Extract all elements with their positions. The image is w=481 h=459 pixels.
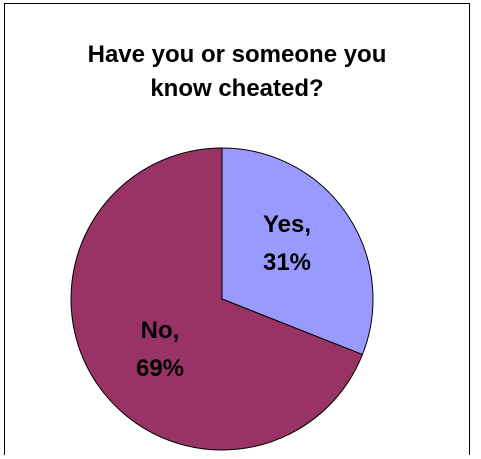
pie-slice-yes [221, 147, 374, 356]
slice-label-no: No, [141, 317, 180, 344]
slice-percent-yes: 31% [263, 249, 311, 276]
chart-title: Have you or someone you know cheated? [87, 41, 387, 102]
slice-label-yes: Yes, [263, 211, 311, 238]
pie-slice-no [70, 147, 364, 451]
slice-percent-no: 69% [136, 355, 184, 382]
